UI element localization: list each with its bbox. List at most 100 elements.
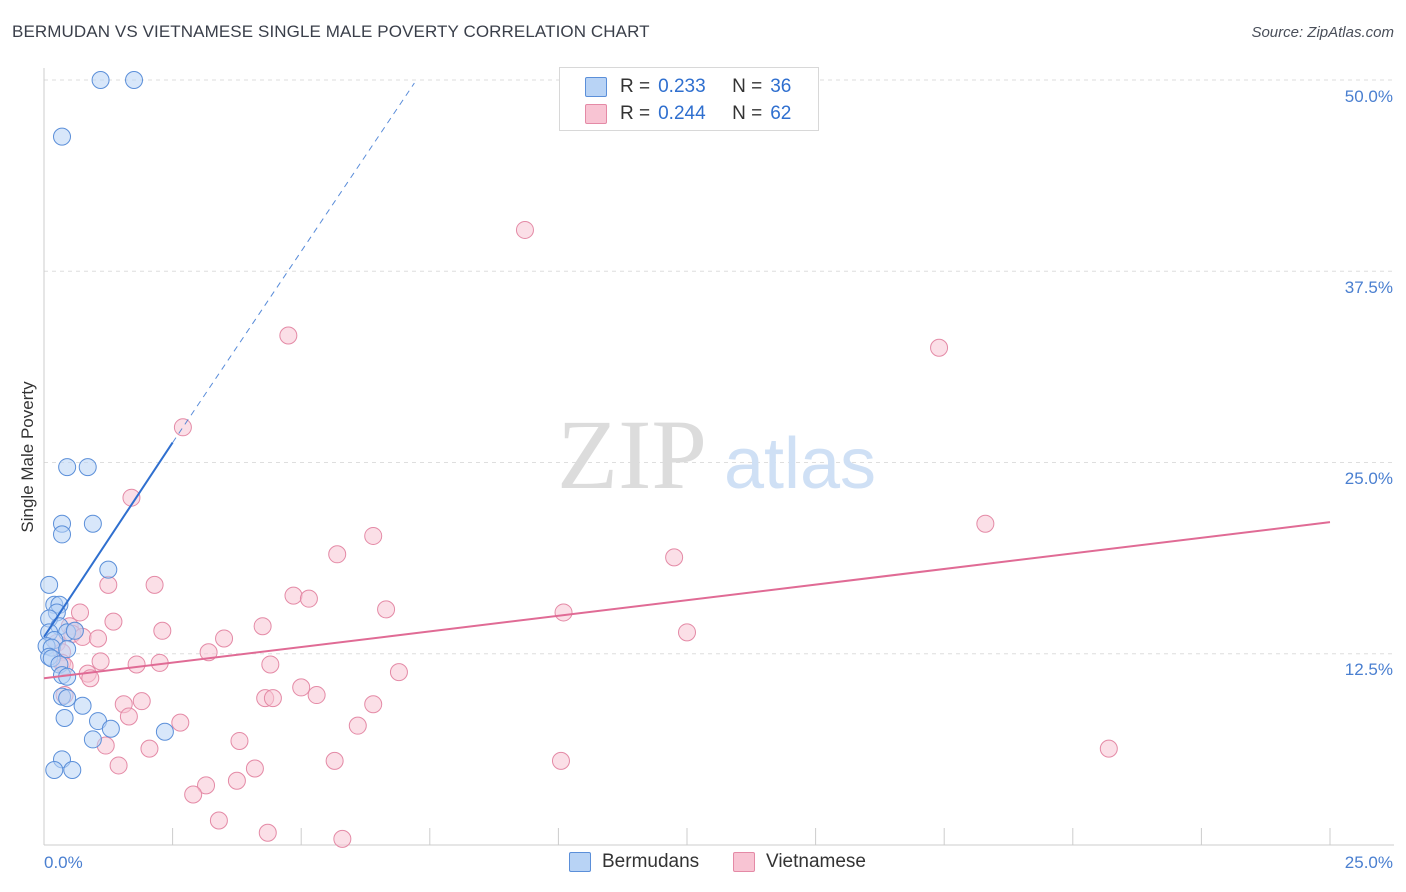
bermudans-point [63, 761, 82, 780]
vietnamese-point [91, 652, 110, 671]
vietnamese-point [678, 623, 696, 642]
bermudans-point [58, 458, 77, 477]
vietnamese-point [199, 643, 218, 662]
bottom-legend-vietnamese: Vietnamese [733, 851, 866, 873]
vietnamese-point [227, 771, 246, 790]
bermudans-point [73, 696, 92, 715]
bermudans-point [53, 525, 72, 544]
watermark: ZIP atlas [557, 399, 876, 510]
vietnamese-points [47, 220, 1118, 848]
vietnamese-point [284, 586, 303, 605]
vietnamese-point [1099, 739, 1118, 758]
legend-r-value: 0.233 [658, 76, 706, 97]
vietnamese-point [71, 603, 90, 622]
vietnamese-point [299, 589, 318, 608]
legend-r-label: R = [620, 103, 651, 124]
bottom-legend-label-bermudans: Bermudans [602, 851, 700, 872]
bermudans-point [40, 575, 59, 594]
y-tick-label-25: 25.0% [1344, 469, 1393, 488]
gridlines [44, 79, 1394, 655]
vietnamese-point [104, 612, 123, 631]
bermudans-point [91, 71, 110, 89]
vietnamese-point [184, 785, 203, 804]
trend-lines [43, 82, 1331, 680]
vietnamese-point [173, 418, 192, 437]
vietnamese-point [109, 756, 128, 775]
vietnamese-point [99, 575, 118, 594]
vietnamese-point [253, 617, 272, 636]
bermudans-point [101, 719, 120, 738]
axes [43, 68, 1394, 846]
bermudans-point [58, 640, 77, 659]
source-credit: Source: ZipAtlas.com [1251, 24, 1394, 41]
bottom-legend-bermudans: Bermudans [569, 851, 699, 873]
bermudans-points [37, 71, 174, 780]
legend-r-value: 0.244 [658, 103, 706, 124]
vietnamese-point [307, 686, 326, 705]
legend-n-value: 36 [770, 76, 792, 97]
bermudans-point [83, 514, 102, 533]
vietnamese-point [89, 629, 108, 648]
y-tick-label-12-5: 12.5% [1344, 660, 1393, 679]
legend-n-value: 62 [770, 103, 792, 124]
bermudans-point [53, 127, 72, 146]
vietnamese-point [215, 629, 234, 648]
vietnamese-point [364, 695, 383, 714]
y-tick-label-37-5: 37.5% [1344, 278, 1393, 297]
vietnamese-point [551, 751, 570, 770]
vietnamese-point [209, 811, 228, 830]
vietnamese-point [127, 655, 146, 674]
vietnamese-point [258, 823, 277, 842]
vietnamese-point [132, 692, 151, 711]
vietnamese-point [230, 731, 249, 750]
legend-n-label: N = [732, 103, 763, 124]
vietnamese-trend-line [43, 521, 1331, 680]
bermudans-point [99, 560, 118, 579]
vietnamese-point [328, 545, 347, 564]
bottom-legend-swatch-vietnamese [733, 852, 755, 872]
legend-row-bermudans: R = 0.233 N = 36 [585, 75, 792, 99]
vietnamese-point [153, 621, 172, 640]
vietnamese-point [554, 603, 573, 622]
bermudans-point [83, 730, 102, 749]
bermudans-trend-extension [172, 82, 415, 443]
y-tick-label-50: 50.0% [1344, 87, 1393, 106]
vietnamese-point [325, 751, 344, 770]
vietnamese-point [145, 575, 164, 594]
bermudans-point [55, 709, 74, 728]
vietnamese-point [377, 600, 396, 619]
legend-n-label: N = [732, 76, 763, 97]
legend-swatch-vietnamese [585, 104, 607, 124]
vietnamese-point [245, 759, 264, 778]
correlation-legend: R = 0.233 N = 36 R = 0.244 N = 62 [559, 67, 819, 131]
vietnamese-point [364, 526, 383, 545]
vietnamese-point [119, 707, 138, 726]
vietnamese-point [348, 716, 367, 735]
x-tick-label-max: 25.0% [1344, 853, 1393, 872]
vietnamese-point [171, 713, 190, 732]
bermudans-point [125, 71, 144, 89]
vietnamese-point [515, 220, 534, 239]
vietnamese-point [279, 326, 298, 345]
chart-title: BERMUDAN VS VIETNAMESE SINGLE MALE POVER… [12, 22, 650, 41]
bermudans-point [155, 722, 174, 741]
vietnamese-point [261, 655, 280, 674]
bermudans-trend-line [43, 442, 174, 638]
bermudans-point [45, 761, 64, 780]
legend-row-vietnamese: R = 0.244 N = 62 [585, 102, 792, 126]
watermark-zip: ZIP [557, 399, 707, 510]
vietnamese-point [263, 689, 282, 708]
bermudans-point [78, 458, 97, 477]
legend-swatch-bermudans [585, 77, 607, 97]
bottom-legend-swatch-bermudans [569, 852, 591, 872]
vietnamese-point [665, 548, 684, 567]
bermudans-point [58, 689, 77, 708]
bottom-legend-label-vietnamese: Vietnamese [766, 851, 866, 872]
vietnamese-point [930, 338, 949, 357]
vietnamese-point [976, 514, 995, 533]
vietnamese-point [197, 776, 216, 795]
bermudans-point [65, 621, 84, 640]
vietnamese-point [333, 829, 352, 848]
vietnamese-point [292, 678, 311, 697]
